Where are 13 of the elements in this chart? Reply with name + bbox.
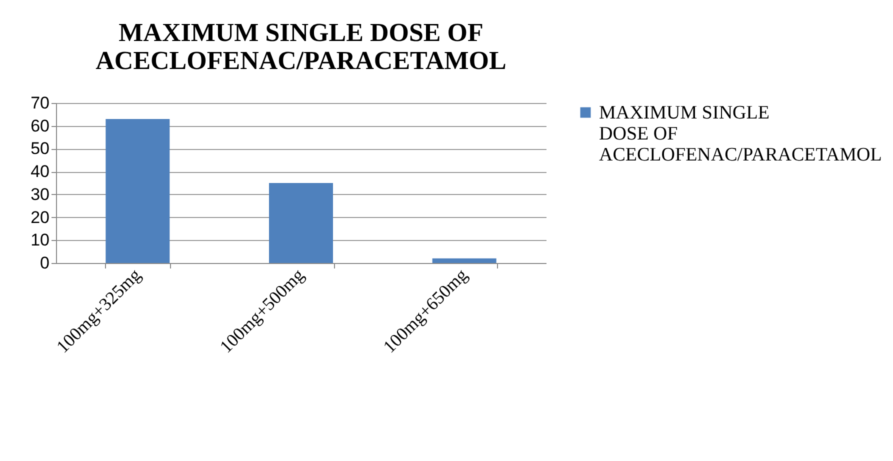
bar: [106, 119, 170, 263]
y-tick-label: 0: [40, 254, 50, 272]
y-tick-label: 30: [30, 184, 50, 204]
bar: [269, 183, 333, 263]
y-tick-label: 50: [30, 139, 50, 158]
legend-label: MAXIMUM SINGLE DOSE OF ACECLOFENAC/PARACETAMOL: [599, 102, 882, 166]
y-tick-label: 70: [30, 94, 50, 112]
y-tick-label: 60: [30, 116, 50, 136]
y-tick-label: 40: [30, 162, 50, 182]
chart-title: MAXIMUM SINGLE DOSE OF ACECLOFENAC/PARACETAMOL: [96, 18, 506, 75]
y-tick-label: 10: [30, 230, 50, 250]
bar: [432, 258, 496, 263]
y-tick-label: 20: [30, 208, 50, 227]
